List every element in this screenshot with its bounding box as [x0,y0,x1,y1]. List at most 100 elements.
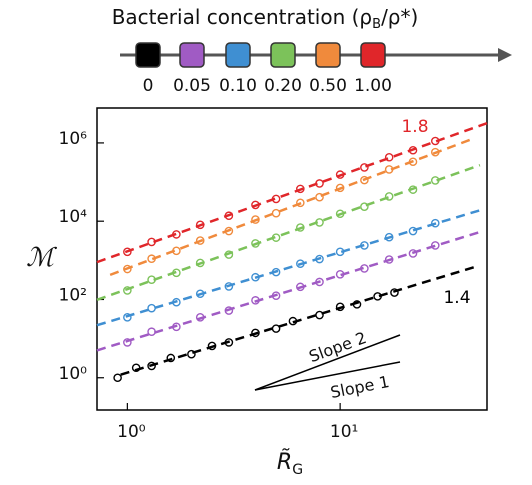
x-tick-label: 10⁰ [117,422,146,442]
data-point [271,233,281,242]
data-point [147,361,156,371]
data-point [296,282,305,292]
data-point [123,286,132,295]
legend-label: 1.00 [354,76,392,96]
data-point [251,296,260,305]
data-point [224,338,234,347]
data-point [296,223,305,232]
data-point [315,254,324,264]
data-point [335,247,345,257]
annotation: 1.4 [443,288,470,308]
fit-line [96,121,488,264]
plot-frame [96,107,488,411]
data-point [430,218,440,228]
data-point [131,363,141,373]
fit-line [96,209,481,327]
data-point [271,194,281,204]
data-point [251,239,260,248]
legend-title-sub: B [372,17,381,32]
data-point [187,349,196,359]
data-point [373,292,382,301]
data-point [271,267,281,277]
x-axis-label: R̃G [277,449,303,478]
legend-swatch [225,42,251,68]
data-point [384,152,394,162]
legend-arrowhead [498,48,512,62]
data-point [315,192,324,202]
legend-label: 0.20 [264,76,302,96]
data-point [408,226,418,236]
legend-swatch [270,42,296,68]
data-point [172,230,181,239]
data-point [251,215,260,224]
data-point [430,176,440,185]
data-point [251,200,260,210]
data-point [195,289,205,299]
data-point [335,302,345,312]
data-point [430,136,440,146]
data-point [172,268,181,278]
data-point [271,324,281,333]
data-point [315,277,324,287]
data-point [352,300,362,309]
data-point [123,338,132,347]
data-point [335,269,345,279]
data-point [147,275,156,285]
data-point [335,209,345,219]
legend-swatch [135,42,161,68]
data-point [123,313,132,322]
data-point [271,208,281,218]
fit-line [96,163,481,301]
data-point [147,254,156,264]
legend-label: 0 [143,76,154,96]
y-tick-label: 10⁶ [59,129,88,149]
data-point [360,264,369,273]
data-point [384,232,394,242]
legend-label: 0.50 [309,76,347,96]
data-point [315,179,324,188]
data-point [147,303,156,313]
data-point [384,165,394,174]
data-point [172,246,181,256]
legend-swatch [360,42,386,68]
data-point [288,316,298,326]
data-point [408,249,418,258]
data-point [172,297,181,307]
data-point [113,373,122,383]
data-point [384,255,394,264]
data-point [224,282,234,291]
data-point [384,192,394,201]
data-point [195,220,205,230]
annotation: 1.8 [401,117,428,137]
data-point [271,291,281,300]
data-point [123,264,132,274]
data-point [430,147,440,157]
data-point [224,211,234,221]
data-point [315,218,324,227]
legend-swatch [315,42,341,68]
data-point [296,198,305,208]
annotation: Slope 1 [329,372,391,402]
y-axis-label: ℳ [26,243,57,273]
data-point [147,327,156,337]
x-label-sub: G [292,462,303,478]
annotation: Slope 2 [306,328,369,366]
legend-title-end: /ρ*) [381,5,418,29]
data-point [296,259,305,269]
legend-label: 0.10 [219,76,257,96]
legend-swatch [179,42,205,68]
legend-title-main: Bacterial concentration (ρ [112,5,372,29]
data-point [360,241,369,250]
data-point [224,250,234,259]
data-point [408,145,418,155]
data-point [207,341,217,351]
fit-line [120,265,476,376]
x-tick-label: 10¹ [330,422,358,442]
data-point [335,170,345,179]
data-point [390,288,399,297]
data-point [360,175,369,185]
y-tick-label: 10⁴ [59,207,88,227]
data-point [147,237,156,247]
slope2-line [254,334,401,391]
